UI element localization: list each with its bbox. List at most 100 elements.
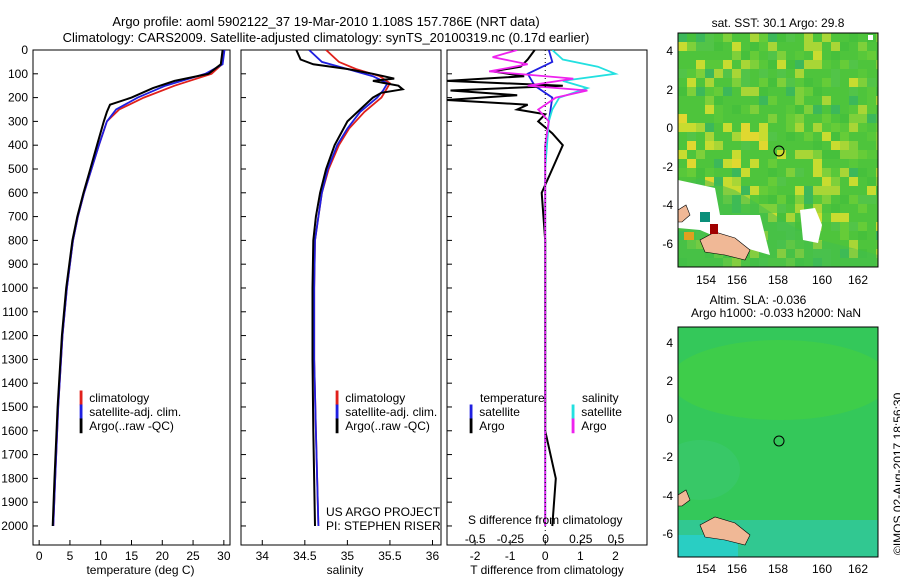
s-diff-tick-label-1: -0.25: [497, 532, 525, 546]
sla-map-title-2: Argo h1000: -0.033 h2000: NaN: [690, 306, 862, 320]
sst-lat-label-2: 0: [666, 121, 673, 135]
float-location-marker: [773, 145, 785, 157]
sst-map-title: sat. SST: 30.1 Argo: 29.8: [711, 16, 845, 30]
legend-salinity-head: salinity: [582, 391, 619, 405]
depth-tick-label-3: 300: [8, 114, 28, 128]
depth-tick-label-17: 1700: [1, 448, 28, 462]
temperature-xtick-label-1: 5: [67, 549, 74, 563]
sst-lat-label-3: -2: [662, 160, 673, 174]
salinity-xtick-label-0: 34: [256, 549, 270, 563]
temperature-xtick-label-2: 10: [94, 549, 108, 563]
sla-map-title-1: Altim. SLA: -0.036: [709, 293, 807, 307]
depth-tick-label-11: 1100: [2, 305, 28, 319]
legend-climatology: climatology: [89, 391, 150, 405]
sst-lat-label-4: -4: [662, 198, 673, 212]
depth-tick-label-18: 1800: [1, 471, 28, 485]
depth-tick-label-10: 1000: [1, 281, 28, 295]
diff-legend-salinity: salinity ▎satellite ▎Argo: [572, 391, 622, 433]
diff-top-axis-label: S difference from climatology: [468, 513, 623, 527]
depth-tick-label-12: 1200: [1, 329, 28, 343]
depth-tick-label-19: 1900: [1, 495, 28, 509]
t-difference-axis-label: T difference from climatology: [470, 563, 624, 577]
temperature-xtick-label-6: 30: [217, 549, 231, 563]
title-line-2: Climatology: CARS2009. Satellite-adjuste…: [62, 30, 590, 45]
salinity-series-2: [295, 50, 406, 527]
sla-lat-label-4: -4: [662, 489, 673, 503]
sst-lat-label-0: 4: [666, 44, 673, 58]
project-line-1: US ARGO PROJECT: [326, 505, 441, 519]
sla-lat-label-1: 2: [666, 374, 673, 388]
salinity-xtick-label-4: 36: [426, 549, 440, 563]
difference-xtick-label-2: 0: [542, 549, 549, 563]
depth-tick-label-20: 2000: [1, 519, 28, 533]
depth-tick-label-14: 1400: [1, 376, 28, 390]
sla-lat-label-0: 4: [666, 336, 673, 350]
legend-satellite-adj: satellite-adj. clim.: [89, 405, 182, 419]
difference-xtick-label-1: -1: [505, 549, 516, 563]
timestamp-stamp: ©IMOS 02-Aug-2017 18:56:30: [891, 392, 900, 555]
depth-tick-label-13: 1300: [1, 352, 28, 366]
temperature-xtick-label-4: 20: [156, 549, 170, 563]
temperature-xtick-label-5: 25: [186, 549, 200, 563]
difference-panel-frame: [446, 49, 648, 546]
salinity-series-1: [308, 50, 389, 527]
depth-tick-label-1: 100: [8, 67, 28, 81]
legend-climatology-2: climatology: [345, 391, 406, 405]
float-location-marker-sla: [773, 435, 785, 447]
depth-tick-label-5: 500: [8, 162, 28, 176]
depth-tick-label-4: 400: [8, 138, 28, 152]
project-info: US ARGO PROJECT PI: STEPHEN RISER: [326, 505, 441, 533]
sla-lon-label-0: 154: [696, 562, 716, 576]
temperature-series-2: [51, 50, 224, 527]
legend-t-argo: Argo: [479, 419, 505, 433]
temperature-axis-label: temperature (deg C): [86, 563, 195, 577]
project-line-2: PI: STEPHEN RISER: [326, 519, 441, 533]
salinity-panel-frame: [240, 49, 442, 546]
difference-xtick-label-4: 2: [612, 549, 619, 563]
depth-tick-label-9: 900: [8, 257, 28, 271]
s-diff-tick-label-4: 0.5: [608, 532, 625, 546]
sst-lon-label-3: 160: [812, 273, 832, 287]
legend-t-satellite: satellite: [479, 405, 520, 419]
salinity-axis-label: salinity: [326, 563, 364, 577]
temperature-xtick-label-3: 15: [125, 549, 139, 563]
depth-tick-label-2: 200: [8, 91, 28, 105]
salinity-xtick-label-2: 35: [341, 549, 355, 563]
s-diff-tick-label-3: 0.25: [569, 532, 593, 546]
sst-map-frame: [677, 32, 879, 268]
sst-map: [678, 33, 878, 267]
difference-xtick-label-3: 1: [577, 549, 584, 563]
difference-xtick-label-0: -2: [470, 549, 481, 563]
sla-lon-label-4: 162: [848, 562, 868, 576]
chart-titles: Argo profile: aoml 5902122_37 19-Mar-201…: [0, 14, 652, 46]
difference-series-2: [544, 50, 619, 526]
sst-lon-label-2: 158: [768, 273, 788, 287]
sla-lat-label-2: 0: [666, 412, 673, 426]
sst-lat-label-5: -6: [662, 237, 673, 251]
legend-temperature-head: temperature: [480, 391, 545, 405]
depth-tick-label-15: 1500: [1, 400, 28, 414]
s-diff-tick-label-2: 0: [542, 532, 549, 546]
difference-series-3: [488, 50, 588, 526]
legend-argo-2: Argo(..raw -QC): [345, 419, 430, 433]
legend-argo: Argo(..raw -QC): [89, 419, 174, 433]
sla-lon-label-1: 156: [727, 562, 747, 576]
title-line-1: Argo profile: aoml 5902122_37 19-Mar-201…: [112, 14, 540, 29]
legend-s-satellite: satellite: [581, 405, 622, 419]
temperature-panel-frame: [32, 49, 231, 546]
sla-lat-label-3: -2: [662, 450, 673, 464]
sla-map: [678, 327, 878, 557]
sst-lat-label-1: 2: [666, 83, 673, 97]
temp-legend: ▎climatology ▎satellite-adj. clim. ▎Argo…: [80, 391, 182, 433]
salinity-xtick-label-1: 34.5: [293, 549, 317, 563]
diff-legend-temperature: temperature ▎satellite ▎Argo: [470, 391, 545, 433]
s-diff-tick-label-0: -0.5: [465, 532, 486, 546]
temperature-series-0: [52, 50, 225, 527]
legend-satellite-adj-2: satellite-adj. clim.: [345, 405, 438, 419]
depth-tick-label-8: 800: [8, 233, 28, 247]
depth-tick-label-16: 1600: [1, 424, 28, 438]
depth-tick-label-7: 700: [8, 210, 28, 224]
depth-tick-label-0: 0: [21, 43, 28, 57]
sla-map-frame: [677, 326, 879, 558]
